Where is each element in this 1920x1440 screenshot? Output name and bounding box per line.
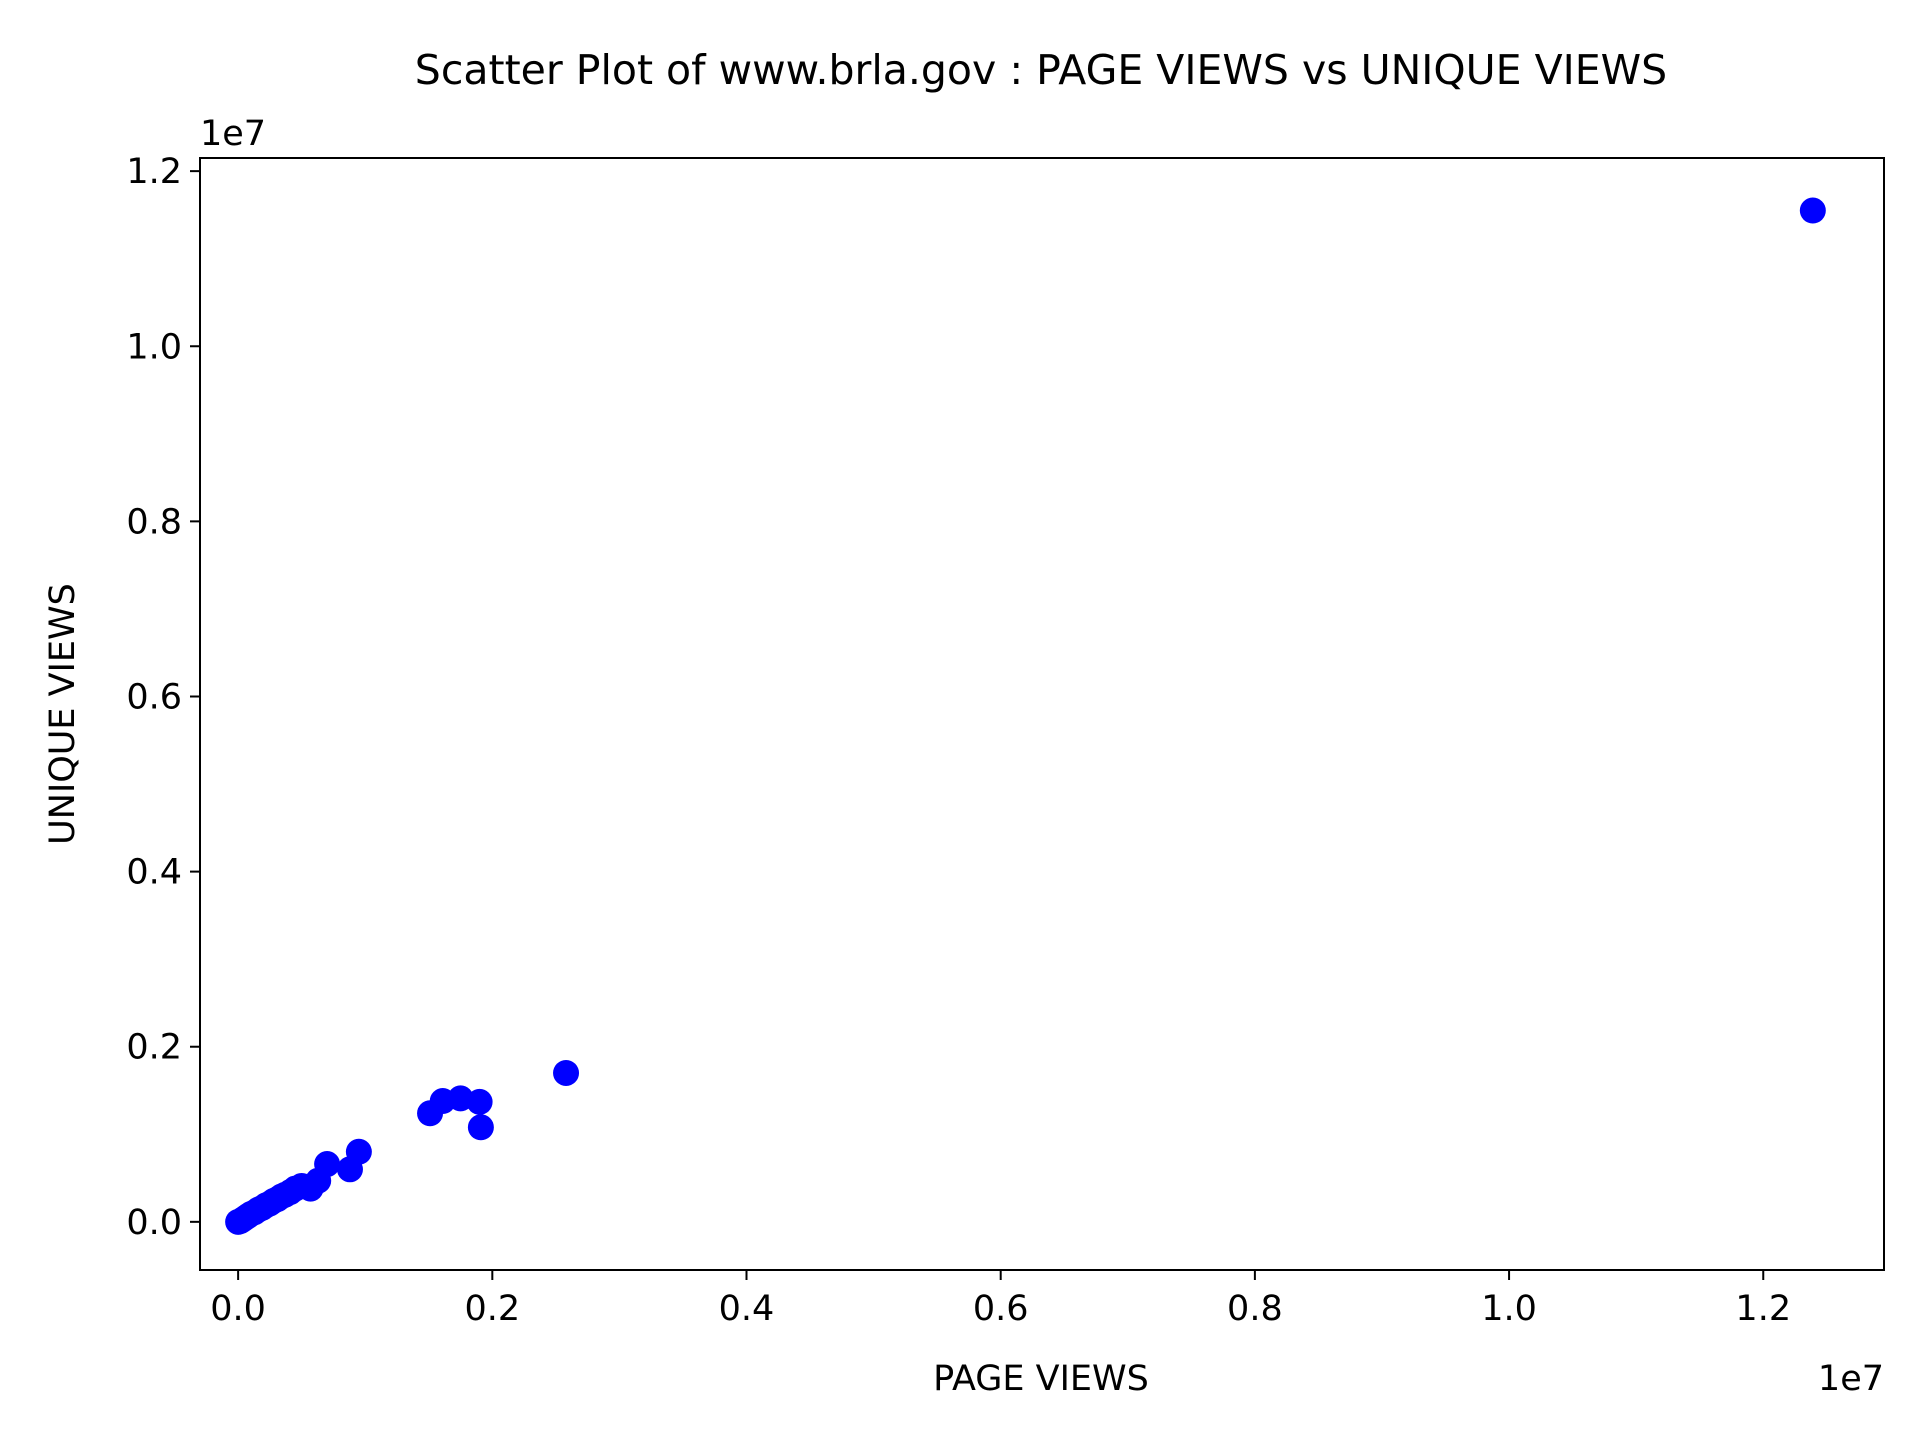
x-axis-ticks: 0.0 0.2 0.4 0.6 0.8 1.0 1.2 [210, 1270, 1791, 1329]
x-tick-label: 1.2 [1735, 1289, 1791, 1329]
x-tick-label: 1.0 [1481, 1289, 1537, 1329]
x-tick-label: 0.4 [719, 1289, 775, 1329]
y-tick-label: 1.0 [126, 327, 182, 367]
y-axis-ticks: 0.0 0.2 0.4 0.6 0.8 1.0 1.2 [126, 152, 200, 1243]
x-tick-label: 0.8 [1227, 1289, 1283, 1329]
x-axis-label: PAGE VIEWS [933, 1359, 1149, 1399]
x-tick-label: 0.2 [464, 1289, 520, 1329]
data-point [345, 1138, 372, 1165]
y-axis-label: UNIQUE VIEWS [43, 583, 83, 845]
y-tick-label: 0.6 [126, 677, 182, 717]
y-tick-label: 1.2 [126, 152, 182, 192]
data-point [466, 1088, 493, 1115]
y-tick-label: 0.4 [126, 853, 182, 893]
x-tick-label: 0.6 [973, 1289, 1029, 1329]
y-tick-label: 0.0 [126, 1203, 182, 1243]
y-axis-multiplier: 1e7 [200, 114, 266, 154]
chart-title: Scatter Plot of www.brla.gov : PAGE VIEW… [415, 46, 1667, 94]
data-point [553, 1059, 580, 1086]
data-point [314, 1151, 341, 1178]
y-tick-label: 0.2 [126, 1028, 182, 1068]
x-axis-multiplier: 1e7 [1818, 1359, 1884, 1399]
data-points [225, 197, 1826, 1235]
plot-frame [199, 157, 1885, 1271]
data-point [1799, 197, 1826, 224]
y-tick-label: 0.8 [126, 502, 182, 542]
data-point [467, 1114, 494, 1141]
x-tick-label: 0.0 [210, 1289, 266, 1329]
